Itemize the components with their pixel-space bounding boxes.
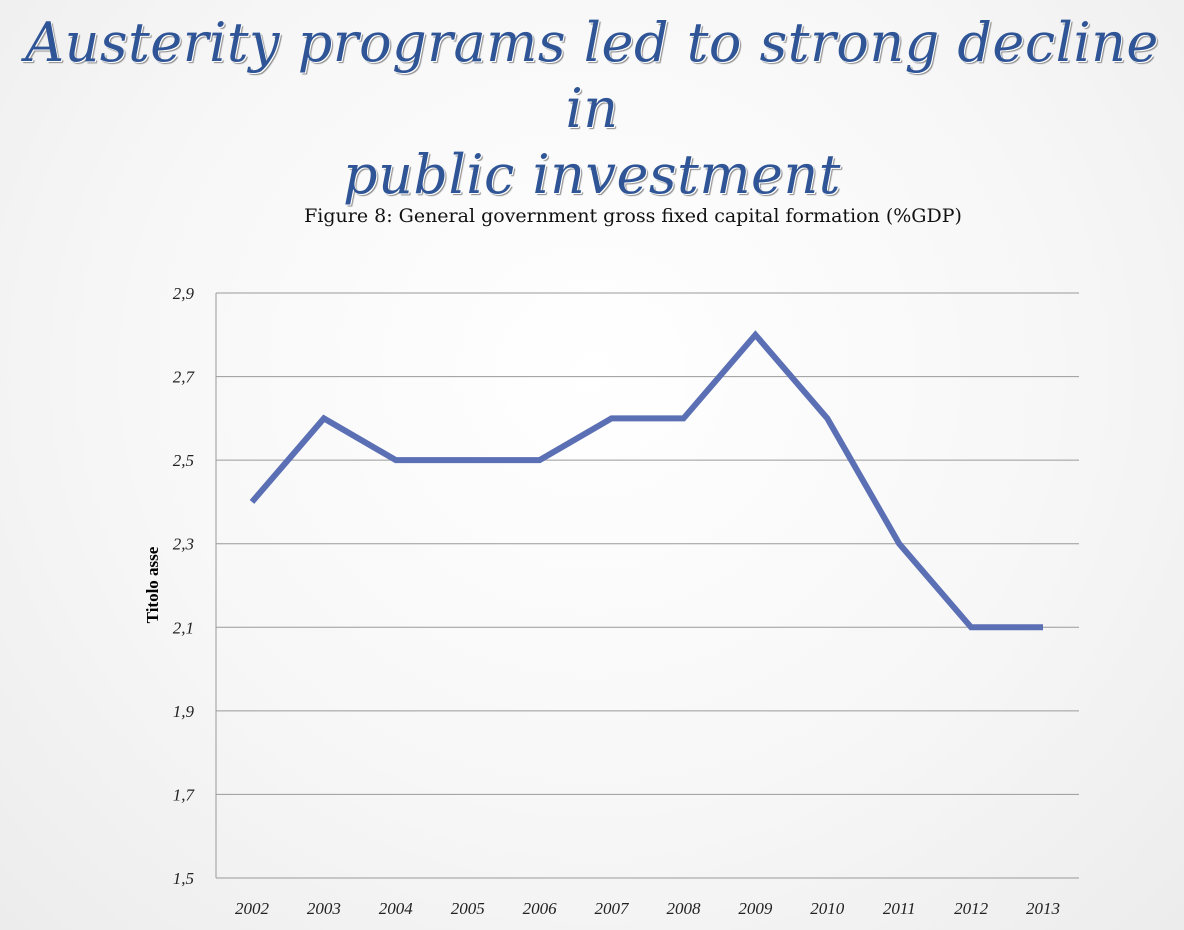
y-axis-title: Titolo asse [143,546,162,623]
x-tick-label: 2004 [379,899,414,918]
x-tick-labels: 2002 2003 2004 2005 2006 2007 2008 2009 2010 2011… [235,899,1060,918]
series-line [249,330,1043,631]
slide-title: Austerity programs led to strong decline… [0,10,1184,208]
chart-title: Figure 8: General government gross fixed… [304,205,962,227]
x-tick-label: 2002 [235,899,270,918]
y-tick-labels: 1,5 1,7 1,9 2,1 2,3 2,5 2,7 2,9 [173,284,196,888]
y-tick-label: 2,9 [173,284,195,303]
x-tick-label: 2013 [1026,899,1060,918]
y-tick-label: 2,3 [173,535,194,554]
x-tick-label: 2009 [738,899,773,918]
x-tick-label: 2006 [523,899,558,918]
y-gridlines [216,292,1079,879]
y-tick-label: 2,7 [173,368,196,387]
y-tick-label: 2,1 [173,618,194,637]
y-tick-label: 1,7 [173,785,196,804]
x-tick-label: 2005 [451,899,485,918]
slide-title-line-2: public investment [343,143,841,206]
x-tick-label: 2008 [666,899,701,918]
y-tick-label: 2,5 [173,451,194,470]
y-tick-label: 1,9 [173,702,195,721]
y-tick-label: 1,5 [173,869,194,888]
x-tick-label: 2003 [307,899,341,918]
x-tick-label: 2010 [810,899,845,918]
series-group [249,330,1043,631]
x-tick-label: 2011 [883,899,916,918]
x-tick-label: 2012 [954,899,989,918]
slide-title-line-1: Austerity programs led to strong decline… [25,11,1159,140]
x-tick-label: 2007 [595,899,631,918]
